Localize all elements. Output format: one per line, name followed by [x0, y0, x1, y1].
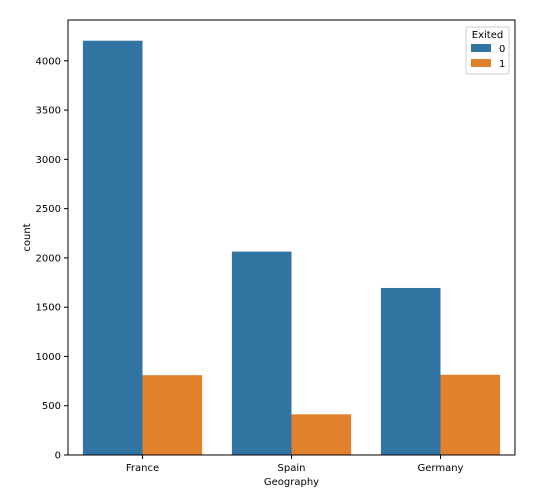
y-tick-label: 1000 [36, 352, 61, 363]
y-tick-label: 2500 [36, 204, 61, 215]
legend-label-1: 1 [499, 59, 505, 70]
y-axis: 0 500 1000 1500 2000 2500 3000 3500 4000 [36, 56, 68, 462]
legend: Exited 01 [465, 26, 510, 75]
y-tick-label: 2000 [36, 253, 61, 264]
x-tick-label-germany: Germany [418, 463, 464, 474]
bar-spain-exited-0 [231, 251, 292, 455]
bar-france-exited-0 [82, 40, 143, 455]
x-tick-label-spain: Spain [278, 463, 306, 474]
legend-label-0: 0 [499, 44, 505, 55]
y-tick-label: 3000 [36, 155, 61, 166]
legend-title: Exited [472, 30, 503, 41]
x-tick-label-france: France [126, 463, 159, 474]
bar-germany-exited-0 [380, 287, 441, 455]
y-tick-label: 500 [42, 401, 61, 412]
bars-group [82, 40, 501, 455]
y-tick-label: 0 [55, 451, 61, 462]
legend-swatch-1 [471, 59, 491, 67]
y-axis-label: count [22, 223, 33, 251]
y-tick-label: 4000 [36, 56, 61, 67]
bar-germany-exited-1 [440, 374, 501, 455]
plot-frame [67, 19, 516, 456]
x-axis: France Spain Germany [126, 455, 464, 474]
bar-france-exited-1 [142, 375, 203, 455]
x-axis-label: Geography [264, 477, 319, 488]
legend-items: 01 [471, 44, 505, 70]
legend-swatch-0 [471, 44, 491, 52]
bar-spain-exited-1 [291, 414, 352, 455]
y-tick-label: 1500 [36, 303, 61, 314]
y-tick-label: 3500 [36, 106, 61, 117]
